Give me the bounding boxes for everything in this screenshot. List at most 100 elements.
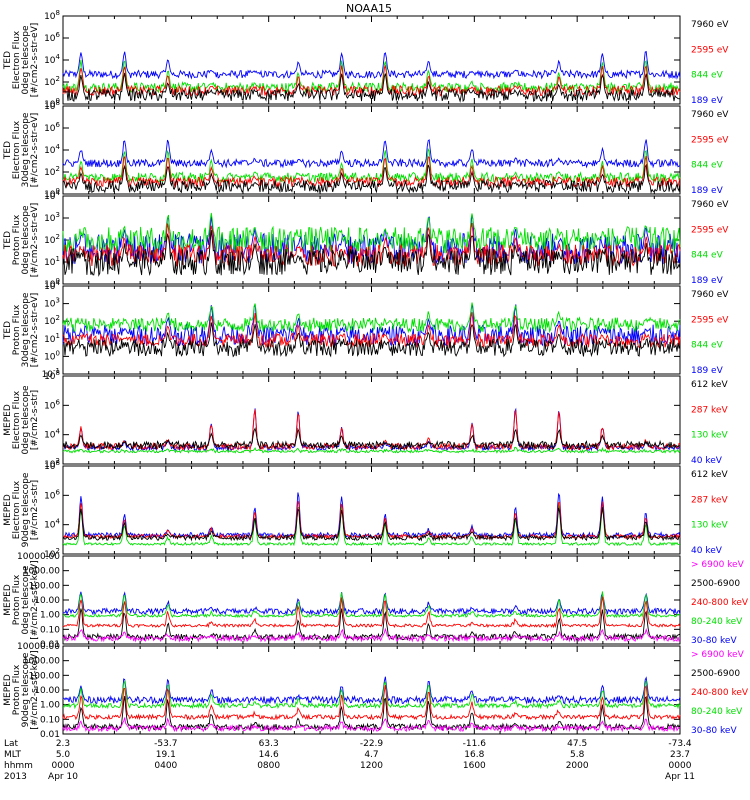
figure-title: NOAA15	[346, 2, 392, 15]
y-tick-label: 10000.00	[17, 552, 60, 562]
legend-entry: 2595 eV	[691, 135, 729, 145]
time-axis-value: 47.5	[567, 739, 587, 749]
series-line-30-80-kev	[63, 591, 681, 616]
legend-entry: 7960 eV	[691, 290, 729, 300]
time-axis-value: -11.6	[463, 739, 487, 749]
y-tick-label: 102	[44, 314, 60, 327]
time-row-label: 2013	[4, 772, 27, 782]
series-line-7960-ev	[62, 322, 681, 358]
y-tick-label: 106	[44, 398, 60, 411]
time-axis-value: 23.7	[670, 750, 690, 760]
legend-entry: 7960 eV	[691, 110, 729, 120]
time-row-label: hhmm	[4, 761, 33, 771]
y-tick-label: 101	[44, 332, 60, 345]
legend-entry: 30-80 keV	[691, 726, 737, 736]
y-tick-label: 108	[44, 9, 60, 22]
y-tick-label: 101	[44, 255, 60, 268]
time-axis-value: 1600	[463, 761, 486, 771]
time-axis-value: -53.7	[154, 739, 177, 749]
y-axis-label: MEPEDElectron Flux0deg telescope[#/cm2-s…	[3, 385, 40, 455]
legend-entry: 30-80 keV	[691, 636, 737, 646]
time-axis-value: 63.3	[259, 739, 279, 749]
y-tick-label: 106	[44, 488, 60, 501]
y-tick-label: 0.01	[40, 640, 60, 650]
legend-entry: 240-800 keV	[691, 688, 749, 698]
series-line-7960-ev	[62, 72, 681, 103]
plot-frame	[62, 555, 681, 645]
legend-entry: 287 keV	[691, 405, 728, 415]
legend-entry: 2595 eV	[691, 45, 729, 55]
legend-entry: 612 keV	[691, 470, 728, 480]
series-line-40-kev	[62, 492, 681, 540]
series-line-844-ev	[62, 302, 681, 334]
series-line-240-800-kev	[62, 596, 681, 629]
series-line-612-kev	[62, 507, 680, 542]
time-axis-value: 0400	[154, 761, 177, 771]
y-axis-label: TEDElectron Flux0deg telescope[#/cm2-s-s…	[3, 23, 40, 98]
y-tick-label: 0.01	[40, 730, 60, 740]
legend-entry: 80-240 keV	[691, 617, 743, 627]
series-line-844-ev	[62, 212, 681, 255]
legend-entry: 844 eV	[691, 251, 724, 261]
legend-entry: 844 eV	[691, 71, 724, 81]
y-axis-label: MEPEDProton Flux0deg telescope[#/cm2-s-s…	[3, 560, 40, 639]
legend-entry: > 6900 keV	[691, 560, 745, 570]
y-tick-label: 1.00	[40, 701, 60, 711]
legend-entry: 2595 eV	[691, 225, 729, 235]
time-axis-date: Apr 10	[48, 772, 78, 782]
y-tick-label: 102	[44, 75, 60, 88]
time-axis-value: -73.4	[668, 739, 692, 749]
time-axis-value: 19.1	[156, 750, 176, 760]
y-tick-label: 102	[44, 233, 60, 246]
y-axis-label: MEPEDProton Flux90deg telescope[#/cm2-s-…	[3, 650, 40, 729]
series-line-7960-ev	[62, 163, 681, 194]
legend-entry: 2500-6900	[691, 669, 740, 679]
panel-8: 0.01 0.10 1.00 10.00 100.00 1000.00 10000.00ME…	[3, 642, 749, 740]
series-line-30-80-kev	[62, 676, 681, 705]
time-axis-value: 1200	[360, 761, 383, 771]
plot-frame	[62, 645, 681, 735]
plot-frame	[62, 465, 681, 555]
y-tick-label: 104	[44, 53, 60, 66]
time-axis-date: Apr 11	[665, 772, 695, 782]
legend-entry: 80-240 keV	[691, 707, 743, 717]
y-tick-label: 100	[44, 349, 60, 362]
time-axis-value: 0000	[669, 761, 692, 771]
panels-group: 100 102 104 106 108 TEDElectron Flux0deg tele…	[3, 9, 749, 740]
legend-entry: 844 eV	[691, 341, 724, 351]
y-tick-label: 10000.00	[17, 642, 60, 652]
y-tick-label: 103	[44, 297, 60, 310]
time-axis-value: 0800	[257, 761, 280, 771]
time-axis-value: 5.0	[56, 750, 71, 760]
legend-entry: 287 keV	[691, 495, 728, 505]
time-axis-value: 4.7	[364, 750, 378, 760]
y-tick-label: 10.00	[34, 686, 60, 696]
y-axis-label: TEDProton Flux0deg telescope[#/cm2-s-str…	[3, 203, 40, 278]
series-line-287-kev	[62, 500, 681, 540]
legend-entry: 2595 eV	[691, 315, 729, 325]
y-tick-label: 103	[44, 211, 60, 224]
legend-entry: 189 eV	[691, 366, 724, 376]
time-axis-value: 14.6	[259, 750, 279, 760]
y-tick-label: 104	[44, 428, 60, 441]
time-axis-value: -22.9	[360, 739, 384, 749]
y-tick-label: 0.10	[40, 715, 60, 725]
series-line-7960-ev	[62, 229, 681, 277]
y-axis-label: MEPEDElectron Flux90deg telescope[#/cm2-…	[3, 472, 40, 547]
time-row-label: MLT	[4, 750, 22, 760]
series-line-189-ev	[62, 139, 681, 169]
legend-entry: 612 keV	[691, 380, 728, 390]
series-line-189-ev	[62, 303, 681, 347]
y-tick-label: 1000.00	[23, 657, 60, 667]
series-line--6900-kev	[62, 717, 680, 733]
y-axis-label: TEDProton Flux30deg telescope[#/cm2-s-st…	[3, 292, 40, 367]
y-tick-label: 100.00	[29, 671, 61, 681]
legend-entry: 189 eV	[691, 96, 724, 106]
legend-entry: 7960 eV	[691, 200, 729, 210]
